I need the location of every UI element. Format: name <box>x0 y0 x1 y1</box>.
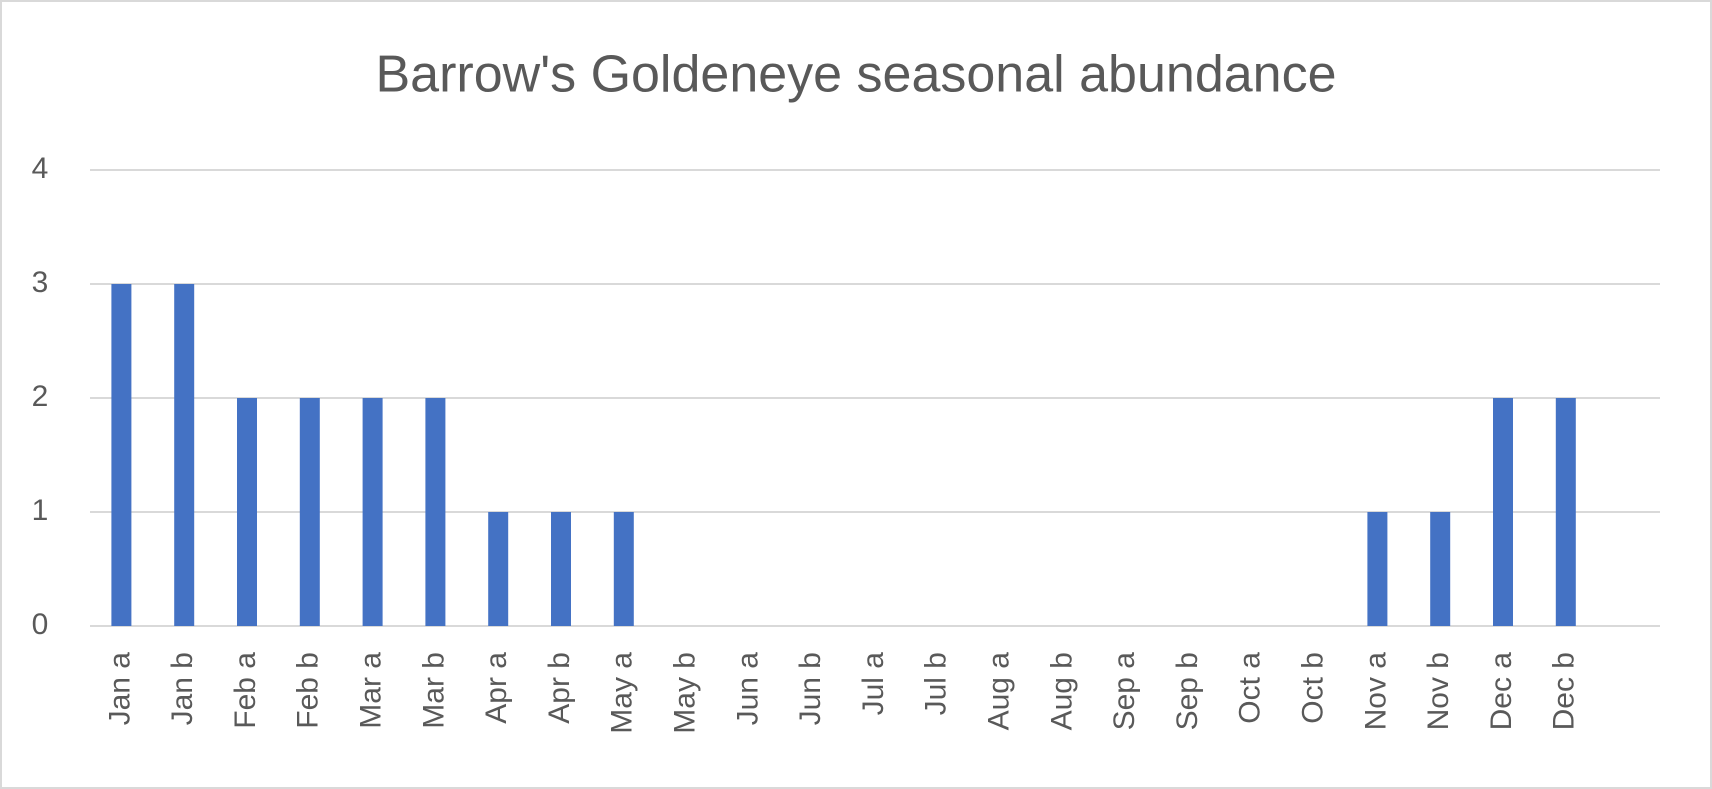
bar <box>1367 512 1388 626</box>
x-tick-label: May a <box>606 652 639 734</box>
x-tick-label: Feb a <box>229 652 262 729</box>
bar <box>299 398 320 626</box>
x-tick-label: Dec a <box>1485 652 1518 731</box>
bar <box>362 398 383 626</box>
bar <box>1555 398 1576 626</box>
bar <box>1430 512 1451 626</box>
x-tick-label: Aug b <box>1045 652 1078 730</box>
bar <box>613 512 634 626</box>
bar <box>551 512 571 626</box>
bar <box>237 398 257 626</box>
x-tick-label: Aug a <box>983 652 1016 731</box>
x-tick-label: Jun b <box>794 652 827 725</box>
x-tick-label: Sep a <box>1108 652 1141 731</box>
bar <box>1493 398 1513 626</box>
x-tick-label: Nov b <box>1422 652 1455 730</box>
x-tick-label: Oct a <box>1234 652 1267 724</box>
x-tick-label: May b <box>669 652 702 734</box>
x-tick-label: Feb b <box>292 652 325 729</box>
y-tick-label: 2 <box>32 380 49 413</box>
x-tick-label: Nov a <box>1359 652 1392 731</box>
bar <box>425 398 446 626</box>
bar <box>174 284 195 626</box>
y-tick-label: 1 <box>32 494 49 527</box>
y-tick-label: 0 <box>32 608 49 641</box>
x-tick-label: Jul b <box>920 652 953 715</box>
x-tick-label: Apr b <box>543 652 576 724</box>
y-tick-label: 3 <box>32 266 49 299</box>
bar <box>111 284 132 626</box>
x-tick-label: Jan b <box>166 652 199 725</box>
x-tick-label: Jan a <box>103 652 136 726</box>
x-tick-label: Apr a <box>480 652 513 724</box>
x-tick-label: Oct b <box>1297 652 1330 724</box>
x-tick-label: Mar b <box>417 652 450 729</box>
x-tick-label: Mar a <box>355 652 388 729</box>
x-tick-label: Dec b <box>1548 652 1581 730</box>
x-tick-label: Jun a <box>731 652 764 726</box>
x-tick-label: Jul a <box>857 652 890 716</box>
x-tick-label: Sep b <box>1171 652 1204 730</box>
chart-title: Barrow's Goldeneye seasonal abundance <box>375 46 1336 104</box>
y-tick-label: 4 <box>32 152 49 185</box>
bar <box>488 512 509 626</box>
